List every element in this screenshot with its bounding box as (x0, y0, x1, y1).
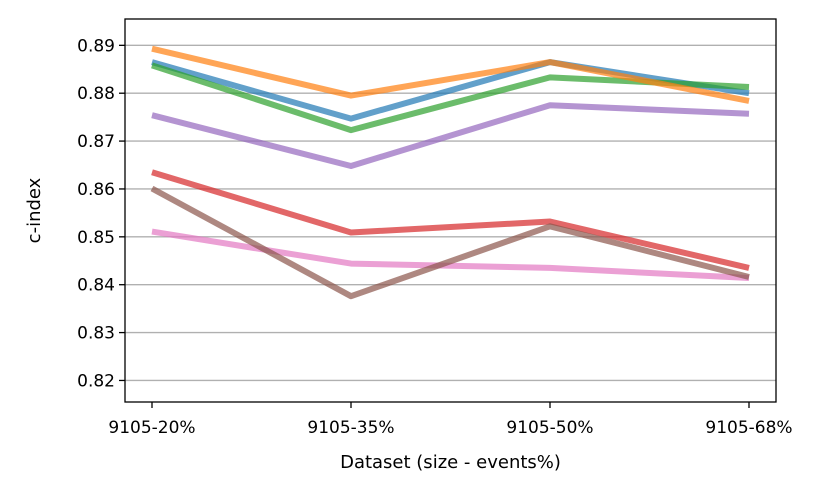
series-line (151, 62, 750, 134)
y-tick-label: 0.87 (77, 132, 115, 152)
x-tick-label: 9105-20% (108, 418, 195, 438)
x-axis-label: Dataset (size - events%) (340, 452, 561, 473)
y-tick-label: 0.89 (77, 36, 115, 56)
x-tick-label: 9105-50% (506, 418, 593, 438)
series-line (151, 169, 750, 271)
series-line (151, 59, 750, 122)
series-line (151, 102, 750, 169)
y-axis-label: c-index (24, 177, 45, 243)
y-tick-label: 0.88 (77, 84, 115, 104)
grid-lines (125, 44, 776, 382)
x-tick-label: 9105-35% (307, 418, 394, 438)
plot-frame (124, 18, 777, 403)
x-axis-ticks: 9105-20% 9105-35% 9105-50% 9105-68% (108, 402, 793, 438)
y-tick-label: 0.85 (77, 228, 115, 248)
x-tick-label: 9105-68% (705, 418, 792, 438)
series-line (150, 185, 750, 300)
y-tick-label: 0.83 (77, 324, 115, 344)
y-tick-label: 0.82 (77, 371, 115, 391)
series-line (151, 45, 750, 104)
y-tick-label: 0.84 (77, 276, 115, 296)
y-tick-label: 0.86 (77, 180, 115, 200)
y-axis-ticks: 0.82 0.83 0.84 0.85 0.86 0.87 0.88 0.89 (77, 36, 125, 391)
series-lines (150, 45, 750, 300)
series-line (151, 228, 750, 281)
